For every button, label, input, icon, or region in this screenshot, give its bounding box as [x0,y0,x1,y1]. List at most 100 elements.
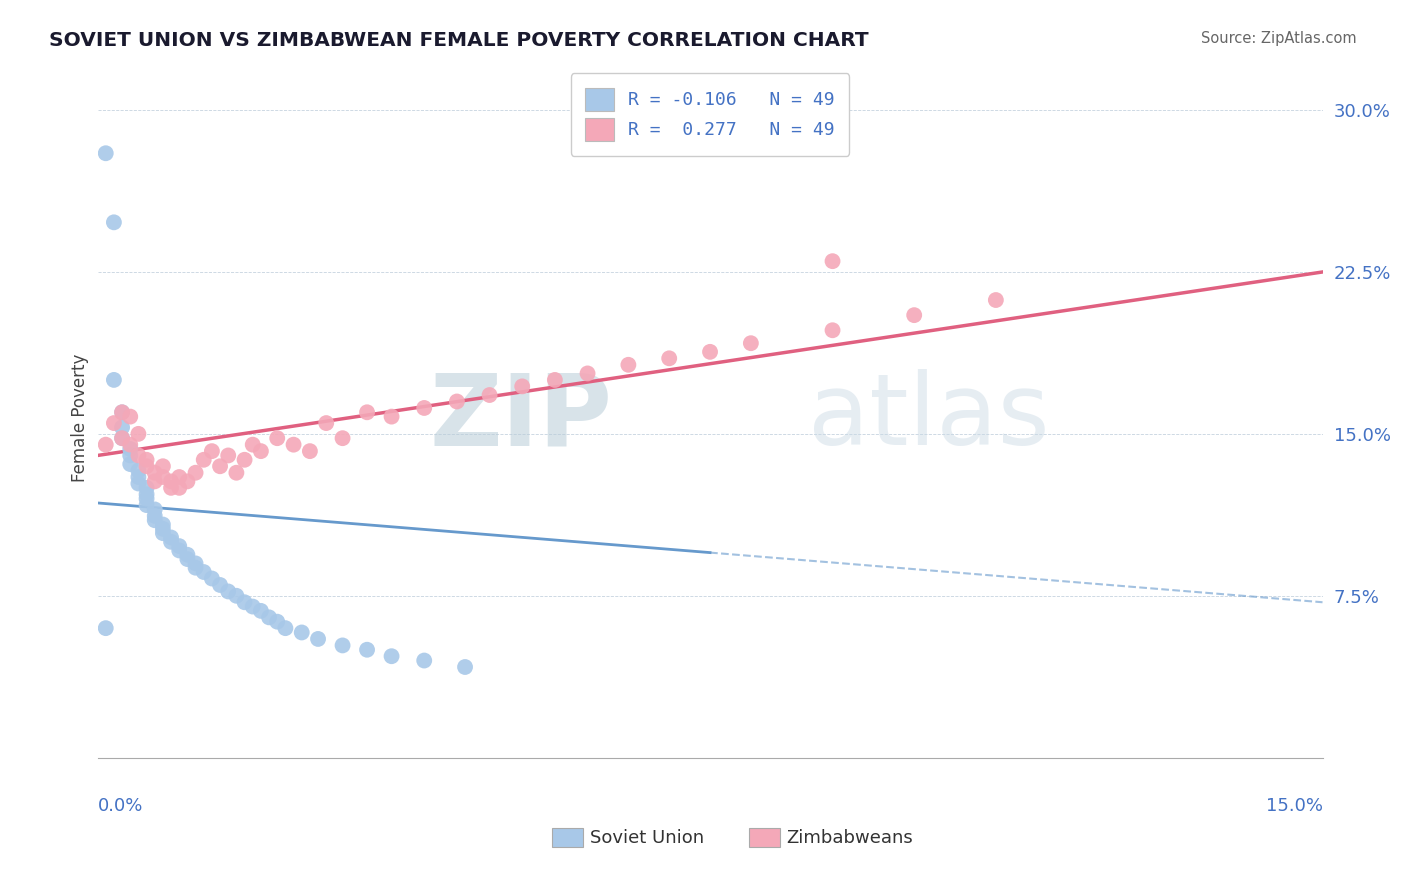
Point [699,344,721,359]
Point [152,459,174,474]
Point [127,449,149,463]
Point [127,470,149,484]
Point [167,543,190,558]
Point [135,498,157,512]
Point [315,416,337,430]
Point [135,459,157,474]
Text: ZIP: ZIP [429,369,612,467]
Point [184,557,207,571]
Point [184,560,207,574]
Point [201,444,224,458]
Point [135,452,157,467]
Text: Soviet Union: Soviet Union [591,829,704,847]
Text: SOVIET UNION VS ZIMBABWEAN FEMALE POVERTY CORRELATION CHART: SOVIET UNION VS ZIMBABWEAN FEMALE POVERT… [49,31,869,50]
Point [143,502,166,516]
Text: atlas: atlas [808,369,1050,467]
Point [184,466,207,480]
Point [225,589,247,603]
Point [984,293,1007,307]
Point [127,464,149,478]
Point [193,452,215,467]
Point [193,565,215,579]
Point [120,409,142,424]
Point [143,513,166,527]
Point [291,625,314,640]
Point [167,481,190,495]
Point [201,572,224,586]
Point [160,481,183,495]
Point [160,475,183,489]
Point [127,426,149,441]
Point [510,379,533,393]
Point [242,438,264,452]
Point [167,539,190,553]
Point [94,621,117,635]
Point [176,475,198,489]
Point [250,604,273,618]
Point [242,599,264,614]
Point [120,449,142,463]
Point [821,323,844,337]
Point [111,420,134,434]
Point [576,367,599,381]
Text: 0.0%: 0.0% [97,797,143,814]
Point [120,438,142,452]
Point [135,481,157,495]
Point [332,639,354,653]
Point [903,308,925,322]
Point [135,491,157,506]
Point [266,615,288,629]
Point [103,416,125,430]
Point [152,522,174,536]
Point [298,444,321,458]
Point [120,442,142,456]
Text: Zimbabweans: Zimbabweans [787,829,914,847]
Point [356,405,378,419]
Point [143,466,166,480]
Point [233,452,256,467]
Point [176,548,198,562]
Point [217,584,239,599]
Point [111,431,134,445]
Point [111,405,134,419]
Point [233,595,256,609]
Point [307,632,329,646]
Point [332,431,354,445]
Point [544,373,567,387]
Point [446,394,468,409]
Point [127,476,149,491]
Point [266,431,288,445]
Point [143,475,166,489]
Point [356,642,378,657]
Point [413,401,436,415]
Point [217,449,239,463]
Point [380,409,402,424]
Point [152,517,174,532]
Legend: R = -0.106   N = 49, R =  0.277   N = 49: R = -0.106 N = 49, R = 0.277 N = 49 [571,73,849,155]
Point [103,215,125,229]
Point [167,470,190,484]
Point [94,438,117,452]
Point [225,466,247,480]
Point [120,457,142,471]
Point [176,552,198,566]
Point [111,431,134,445]
Point [257,610,280,624]
Point [103,373,125,387]
Point [209,459,232,474]
Point [250,444,273,458]
Point [135,487,157,501]
Text: 15.0%: 15.0% [1265,797,1323,814]
Point [160,531,183,545]
Point [821,254,844,268]
Point [740,336,762,351]
Point [111,405,134,419]
Point [274,621,297,635]
Point [94,146,117,161]
Point [658,351,681,366]
Point [283,438,305,452]
Point [617,358,640,372]
Point [478,388,501,402]
Point [413,654,436,668]
Point [152,526,174,541]
